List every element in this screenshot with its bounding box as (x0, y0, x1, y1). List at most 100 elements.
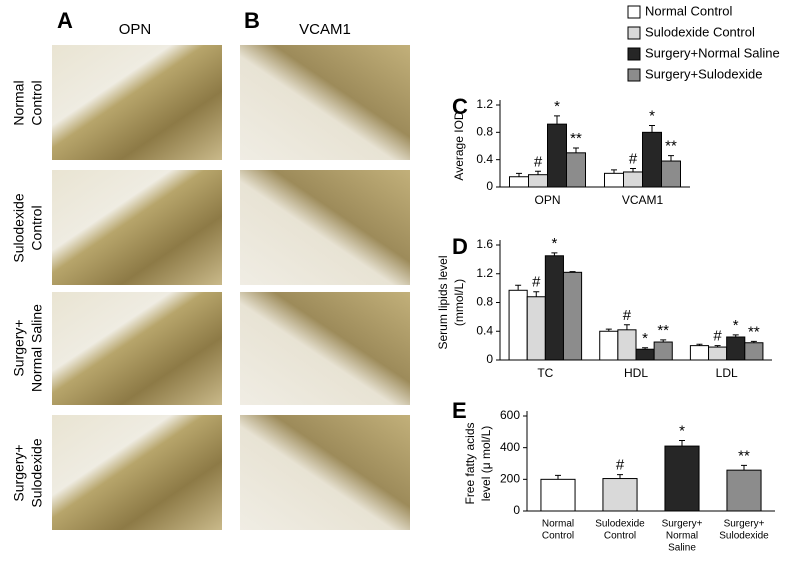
row-label: Normal Saline (29, 304, 45, 392)
significance-marker: * (649, 107, 655, 124)
y-tick-label: 400 (500, 440, 520, 454)
y-tick-label: 0 (513, 503, 520, 517)
micrograph (240, 415, 410, 530)
bar (726, 336, 746, 361)
significance-marker: # (532, 274, 541, 291)
panel-label: D (452, 234, 468, 259)
bar (562, 271, 583, 361)
row-label: Control (29, 205, 45, 250)
bar (617, 329, 637, 361)
bar (528, 174, 548, 188)
significance-marker: # (534, 153, 543, 170)
y-tick-label: 0.8 (476, 125, 493, 139)
legend-swatch (627, 5, 641, 19)
column-title: OPN (119, 21, 152, 38)
legend-label: Normal Control (645, 3, 733, 18)
significance-marker: * (733, 317, 739, 334)
x-tick-label: Surgery+ (724, 519, 765, 530)
legend-label: Surgery+Normal Saline (645, 45, 780, 60)
error-bar (714, 345, 721, 348)
error-bar (679, 440, 685, 447)
bar (509, 176, 529, 188)
y-tick-label: 600 (500, 408, 520, 422)
error-bar (611, 169, 617, 174)
x-tick-label: TC (537, 366, 553, 380)
x-tick-label: LDL (716, 366, 738, 380)
bar (547, 123, 567, 188)
bar (661, 160, 681, 188)
bar (540, 478, 576, 512)
x-tick-label: Control (604, 531, 636, 542)
legend-swatch (627, 68, 641, 82)
y-tick-label: 0.4 (476, 152, 493, 166)
bar (726, 469, 762, 512)
panel-label: E (452, 398, 467, 423)
error-bar (732, 334, 739, 337)
x-tick-label: Control (542, 531, 574, 542)
y-tick-label: 0 (486, 179, 493, 193)
significance-marker: ** (657, 322, 669, 339)
panel-label: A (57, 8, 73, 33)
micrograph (52, 45, 222, 160)
significance-marker: * (551, 235, 557, 252)
error-bar (741, 464, 747, 471)
row-label: Sulodexide (29, 438, 45, 507)
bar (602, 478, 638, 512)
x-tick-label: OPN (534, 193, 560, 207)
x-tick-label: HDL (624, 366, 648, 380)
y-tick-label: 200 (500, 472, 520, 486)
row-label: Surgery+ (11, 444, 27, 501)
error-bar (516, 172, 522, 177)
error-bar (617, 474, 623, 479)
error-bar (573, 147, 579, 153)
micrograph (240, 292, 410, 405)
error-bar (696, 343, 703, 346)
x-tick-label: Sulodexide (719, 531, 769, 542)
bar (744, 342, 764, 361)
y-tick-label: 1.2 (476, 266, 493, 280)
legend-swatch (627, 47, 641, 61)
error-bar (623, 324, 630, 330)
bar (664, 445, 700, 512)
error-bar (533, 291, 540, 297)
micrograph (240, 170, 410, 285)
panel-label: C (452, 94, 468, 119)
y-tick-label: 0.4 (476, 323, 493, 337)
micrographs (52, 45, 410, 530)
micrograph (52, 415, 222, 530)
significance-marker: # (623, 307, 632, 324)
bar (566, 152, 586, 188)
y-axis-label: Serum lipids level (436, 255, 450, 349)
legend-swatch (627, 26, 641, 40)
y-tick-label: 1.2 (476, 97, 493, 111)
legend-label: Surgery+Sulodexide (645, 66, 762, 81)
error-bar (630, 168, 636, 172)
row-label: Normal (11, 80, 27, 125)
legend-label: Sulodexide Control (645, 24, 755, 39)
panel-label: B (244, 8, 260, 33)
significance-marker: ** (665, 138, 677, 155)
error-bar (515, 284, 522, 291)
x-tick-label: Surgery+ (662, 519, 703, 530)
bar (708, 346, 728, 361)
micrograph (52, 292, 222, 405)
row-label: Sulodexide (11, 193, 27, 262)
significance-marker: # (629, 151, 638, 168)
error-bar (554, 115, 560, 125)
y-tick-label: 1.6 (476, 237, 493, 251)
significance-marker: # (616, 457, 625, 474)
column-title: VCAM1 (299, 21, 351, 38)
error-bar (660, 339, 667, 343)
bar (604, 172, 624, 188)
error-bar (551, 252, 558, 256)
significance-marker: * (642, 330, 648, 347)
significance-marker: ** (738, 447, 750, 464)
x-tick-label: Normal (542, 519, 574, 530)
y-axis-label: Free fatty acids (463, 422, 477, 504)
bar (508, 289, 528, 361)
significance-marker: ** (570, 130, 582, 147)
x-tick-label: Saline (668, 543, 696, 554)
bar (642, 131, 662, 188)
x-tick-label: Normal (666, 531, 698, 542)
